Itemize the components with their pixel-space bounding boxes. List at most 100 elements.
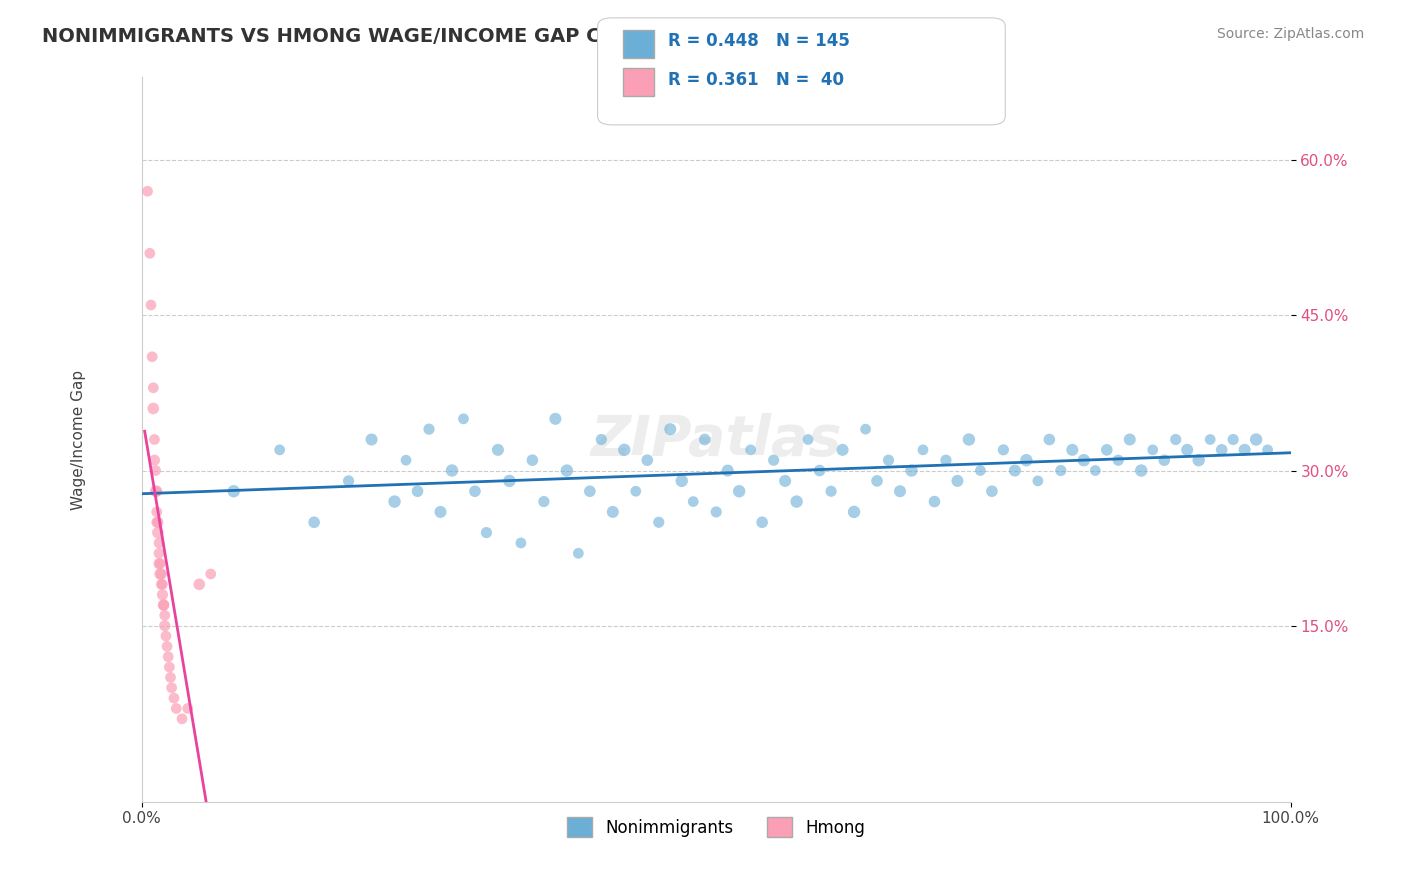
Point: [159, 670, 181, 684]
Point: [222, 484, 245, 499]
Point: [1142, 442, 1164, 457]
Text: R = 0.361   N =  40: R = 0.361 N = 40: [668, 70, 844, 88]
Point: [149, 566, 172, 581]
Point: [1026, 474, 1049, 488]
Point: [1062, 442, 1084, 457]
Point: [139, 298, 162, 312]
Point: [831, 442, 853, 457]
Point: [1188, 453, 1211, 467]
Point: [889, 484, 911, 499]
Point: [1199, 433, 1222, 447]
Text: Source: ZipAtlas.com: Source: ZipAtlas.com: [1216, 27, 1364, 41]
Point: [1095, 442, 1118, 457]
Point: [957, 433, 980, 447]
Point: [453, 412, 475, 426]
Point: [579, 484, 602, 499]
Point: [1119, 433, 1142, 447]
Point: [613, 442, 636, 457]
Point: [693, 433, 716, 447]
Point: [440, 464, 463, 478]
Point: [146, 525, 169, 540]
Point: [1004, 464, 1026, 478]
Point: [156, 640, 179, 654]
Point: [395, 453, 418, 467]
Point: [1257, 442, 1279, 457]
Point: [486, 442, 509, 457]
Point: [728, 484, 751, 499]
Point: [1038, 433, 1060, 447]
Point: [591, 433, 613, 447]
Point: [188, 577, 211, 591]
Point: [170, 712, 193, 726]
Point: [141, 350, 163, 364]
Point: [1050, 464, 1073, 478]
Point: [150, 566, 173, 581]
Point: [648, 515, 671, 529]
Point: [1153, 453, 1175, 467]
Point: [567, 546, 589, 560]
Point: [1130, 464, 1153, 478]
Point: [153, 618, 176, 632]
Point: [145, 484, 167, 499]
Point: [1073, 453, 1095, 467]
Point: [406, 484, 429, 499]
Point: [544, 412, 567, 426]
Point: [797, 433, 820, 447]
Legend: Nonimmigrants, Hmong: Nonimmigrants, Hmong: [561, 810, 872, 844]
Point: [900, 464, 922, 478]
Point: [160, 681, 183, 695]
Point: [842, 505, 865, 519]
Point: [155, 629, 177, 643]
Point: [717, 464, 740, 478]
Point: [157, 660, 180, 674]
Point: [269, 442, 291, 457]
Point: [1175, 442, 1198, 457]
Point: [1164, 433, 1187, 447]
Point: [360, 433, 382, 447]
Point: [143, 433, 166, 447]
Point: [163, 691, 186, 706]
Point: [509, 536, 531, 550]
Point: [337, 474, 360, 488]
Text: ZIPatlas: ZIPatlas: [591, 412, 842, 467]
Point: [152, 598, 174, 612]
Point: [148, 546, 170, 560]
Text: NONIMMIGRANTS VS HMONG WAGE/INCOME GAP CORRELATION CHART: NONIMMIGRANTS VS HMONG WAGE/INCOME GAP C…: [42, 27, 820, 45]
Point: [152, 577, 174, 591]
Point: [152, 588, 174, 602]
Point: [153, 608, 176, 623]
Point: [740, 442, 762, 457]
Point: [165, 701, 187, 715]
Point: [682, 494, 704, 508]
Point: [1211, 442, 1233, 457]
Point: [150, 577, 173, 591]
Point: [302, 515, 325, 529]
Point: [139, 246, 162, 260]
Point: [142, 401, 165, 416]
Point: [136, 184, 159, 198]
Point: [142, 381, 165, 395]
Point: [418, 422, 440, 436]
Point: [145, 515, 167, 529]
Point: [145, 505, 167, 519]
Point: [384, 494, 406, 508]
Point: [200, 566, 222, 581]
Point: [659, 422, 682, 436]
Point: [1015, 453, 1038, 467]
Point: [877, 453, 900, 467]
Point: [762, 453, 785, 467]
Point: [808, 464, 831, 478]
Point: [751, 515, 773, 529]
Point: [522, 453, 544, 467]
Point: [969, 464, 991, 478]
Point: [946, 474, 969, 488]
Point: [145, 464, 167, 478]
Y-axis label: Wage/Income Gap: Wage/Income Gap: [72, 369, 86, 509]
Point: [1244, 433, 1267, 447]
Point: [464, 484, 486, 499]
Text: R = 0.448   N = 145: R = 0.448 N = 145: [668, 32, 849, 50]
Point: [671, 474, 693, 488]
Point: [866, 474, 889, 488]
Point: [636, 453, 658, 467]
Point: [855, 422, 877, 436]
